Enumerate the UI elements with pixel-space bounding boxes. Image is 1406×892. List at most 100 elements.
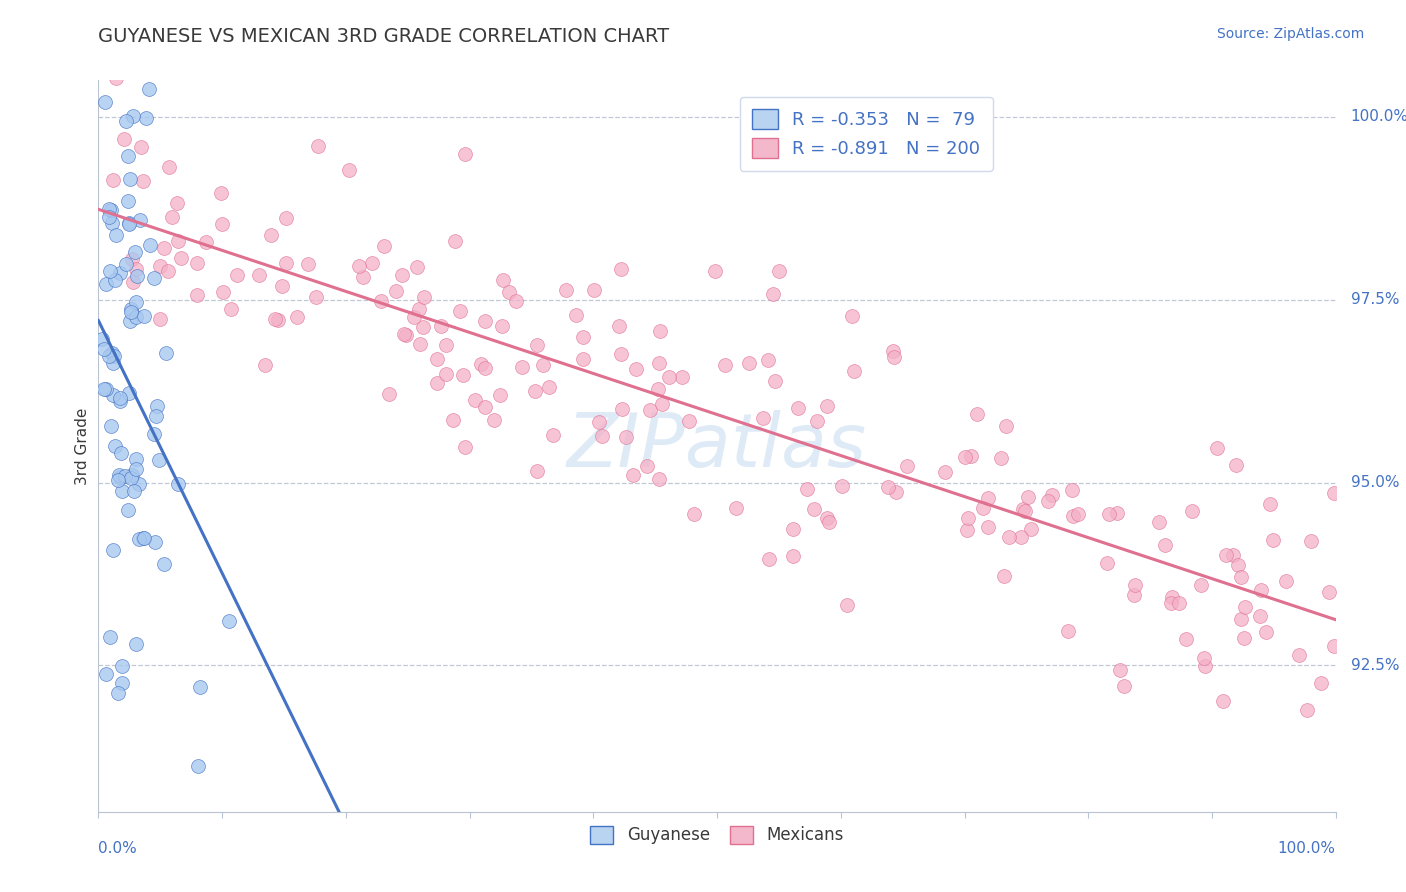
Point bbox=[531, 358, 554, 372]
Point bbox=[117, 194, 139, 209]
Point bbox=[621, 468, 644, 483]
Point bbox=[1206, 442, 1229, 456]
Point bbox=[100, 202, 122, 217]
Point bbox=[555, 283, 578, 297]
Point bbox=[449, 304, 471, 318]
Point bbox=[124, 245, 146, 260]
Point bbox=[129, 212, 152, 227]
Point bbox=[188, 681, 211, 695]
Point bbox=[125, 262, 148, 277]
Point bbox=[143, 427, 166, 442]
Point bbox=[1233, 599, 1256, 614]
Point bbox=[337, 163, 360, 178]
Point bbox=[121, 468, 143, 483]
Point bbox=[148, 312, 170, 326]
Point bbox=[103, 356, 125, 370]
Point bbox=[125, 295, 148, 310]
Point bbox=[1149, 515, 1171, 529]
Point bbox=[97, 211, 120, 225]
Point bbox=[763, 374, 786, 388]
Point bbox=[1254, 625, 1277, 640]
Point bbox=[434, 367, 457, 381]
Point bbox=[111, 676, 134, 690]
Point bbox=[153, 557, 176, 571]
Point bbox=[297, 257, 319, 271]
Point bbox=[1036, 494, 1059, 508]
Point bbox=[276, 211, 298, 226]
Point bbox=[146, 399, 169, 413]
Point bbox=[276, 256, 298, 270]
Point bbox=[408, 301, 430, 316]
Point bbox=[1175, 632, 1198, 647]
Point bbox=[125, 310, 148, 324]
Point bbox=[510, 359, 533, 374]
Point bbox=[441, 413, 464, 427]
Point bbox=[956, 524, 979, 538]
Point bbox=[125, 637, 148, 651]
Point bbox=[111, 483, 134, 498]
Point bbox=[815, 511, 838, 525]
Point bbox=[453, 368, 475, 383]
Point bbox=[738, 356, 761, 370]
Point bbox=[1192, 651, 1215, 665]
Point bbox=[610, 347, 633, 361]
Point bbox=[101, 542, 124, 557]
Point bbox=[120, 305, 142, 319]
Point bbox=[1014, 504, 1036, 518]
Point bbox=[671, 370, 693, 384]
Point bbox=[285, 310, 308, 325]
Point bbox=[1215, 549, 1237, 563]
Point bbox=[768, 264, 790, 278]
Point bbox=[430, 318, 453, 333]
Point bbox=[134, 531, 156, 545]
Point bbox=[93, 382, 115, 396]
Point bbox=[166, 196, 188, 211]
Point bbox=[209, 186, 232, 200]
Point bbox=[167, 234, 190, 248]
Point bbox=[100, 630, 122, 644]
Point bbox=[94, 95, 117, 110]
Point bbox=[491, 318, 513, 333]
Point bbox=[394, 326, 416, 341]
Point bbox=[842, 364, 865, 378]
Point bbox=[526, 338, 548, 352]
Point bbox=[591, 429, 613, 443]
Point bbox=[120, 314, 142, 328]
Point bbox=[758, 552, 780, 566]
Point bbox=[101, 388, 124, 402]
Point bbox=[990, 451, 1012, 466]
Text: 0.0%: 0.0% bbox=[98, 841, 138, 856]
Point bbox=[412, 290, 434, 304]
Point bbox=[1261, 533, 1284, 547]
Point bbox=[704, 264, 727, 278]
Point bbox=[370, 294, 392, 309]
Point bbox=[108, 266, 131, 280]
Point bbox=[474, 401, 496, 415]
Point bbox=[977, 520, 1000, 534]
Point bbox=[1230, 612, 1253, 626]
Point bbox=[1226, 558, 1249, 572]
Point bbox=[752, 410, 775, 425]
Text: ZIPatlas: ZIPatlas bbox=[567, 410, 868, 482]
Point bbox=[100, 263, 122, 277]
Point bbox=[166, 477, 188, 491]
Point bbox=[93, 342, 115, 356]
Point bbox=[118, 172, 141, 186]
Point bbox=[408, 337, 430, 351]
Point bbox=[91, 332, 114, 346]
Point bbox=[406, 260, 429, 275]
Point bbox=[638, 402, 661, 417]
Point bbox=[976, 491, 998, 506]
Point bbox=[1019, 522, 1042, 536]
Point bbox=[157, 160, 180, 174]
Point bbox=[782, 522, 804, 536]
Point bbox=[648, 325, 671, 339]
Point bbox=[104, 439, 127, 453]
Point bbox=[541, 428, 564, 442]
Point bbox=[118, 216, 141, 230]
Point bbox=[96, 277, 118, 292]
Point bbox=[135, 111, 157, 125]
Point bbox=[884, 485, 907, 500]
Point bbox=[247, 268, 270, 282]
Point bbox=[120, 471, 142, 485]
